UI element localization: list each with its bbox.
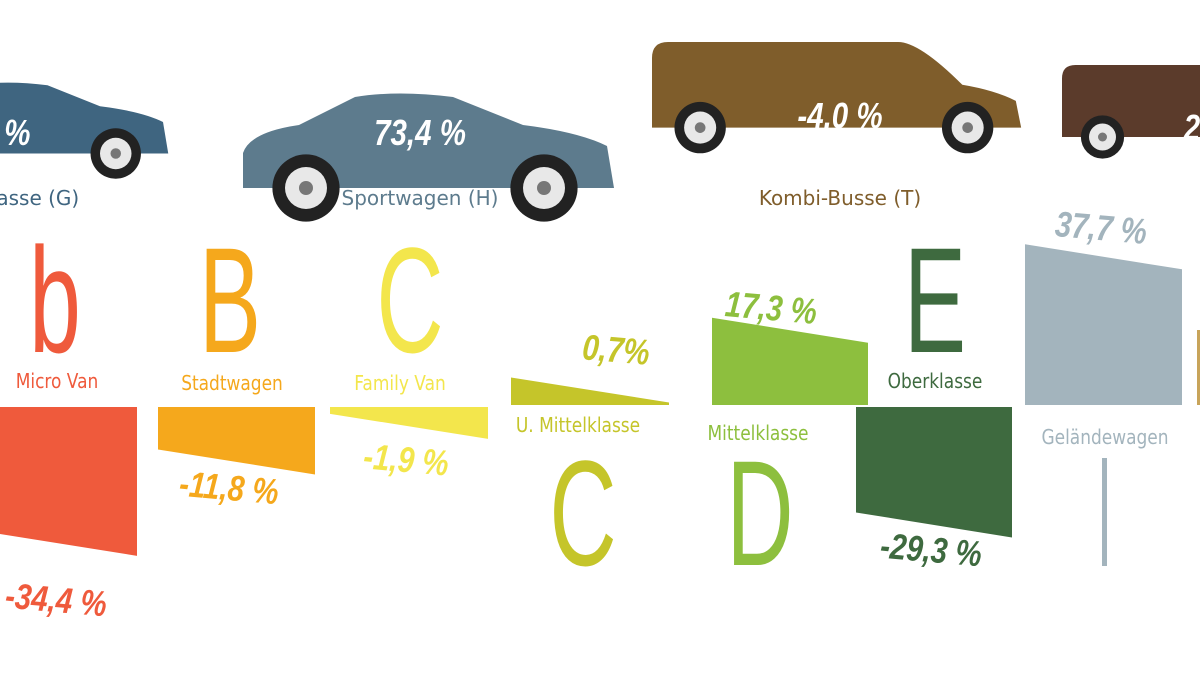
- segment-name: Geländewagen: [1041, 427, 1168, 450]
- vehicle-name: Kombi-Busse (T): [759, 186, 921, 210]
- hub: [299, 181, 313, 195]
- vehicle: [652, 42, 1022, 154]
- bar: [158, 407, 315, 475]
- letter-bar: [1102, 458, 1107, 566]
- value-label: 17,3 %: [724, 283, 819, 331]
- hub: [537, 181, 551, 195]
- vehicle-label: -4,0 %: [797, 95, 882, 135]
- vehicle-label: 0 %: [0, 112, 30, 152]
- bar: [712, 317, 868, 405]
- segment-letter: E: [904, 217, 966, 384]
- value-label: -34,4 %: [4, 575, 109, 624]
- segment-letter: D: [726, 430, 793, 597]
- segment-letter: C: [549, 430, 616, 597]
- vehicle: [1062, 65, 1200, 159]
- segment-name: Mittelklasse: [708, 423, 809, 446]
- segment-letter: B: [199, 217, 261, 384]
- bar: [511, 377, 669, 405]
- bar: [330, 407, 488, 439]
- hub: [962, 122, 973, 133]
- vehicle-label: 2: [1183, 107, 1200, 147]
- value-label: -11,8 %: [178, 463, 281, 512]
- bar: [1025, 244, 1182, 405]
- hub: [694, 122, 706, 133]
- segment-name: Oberklasse: [888, 371, 983, 394]
- bar: [856, 407, 1012, 538]
- vehicle-body: [1062, 65, 1200, 138]
- vehicle-label: 73,4 %: [374, 112, 466, 152]
- segment-letter: b: [29, 217, 81, 384]
- vehicle-name: Sportwagen (H): [342, 186, 499, 210]
- value-label: -29,3 %: [879, 525, 984, 574]
- hub: [110, 148, 121, 159]
- hub: [1098, 132, 1107, 142]
- segment-letter: C: [376, 217, 443, 384]
- value-label: -1,9 %: [362, 436, 450, 484]
- segment-name: Stadtwagen: [181, 373, 283, 396]
- vehicle-name: lasse (G): [0, 186, 79, 210]
- value-label: 0,7%: [581, 326, 652, 372]
- bar: [0, 407, 137, 556]
- segment-name: U. Mittelklasse: [516, 415, 640, 438]
- value-label: 37,7 %: [1054, 203, 1149, 251]
- segment-name: Micro Van: [16, 371, 99, 394]
- segment-name: Family Van: [354, 373, 446, 396]
- vehicle-body: [652, 42, 1022, 128]
- vehicle: [243, 93, 614, 222]
- vehicle: [0, 82, 169, 179]
- partial-bar: [1197, 330, 1200, 405]
